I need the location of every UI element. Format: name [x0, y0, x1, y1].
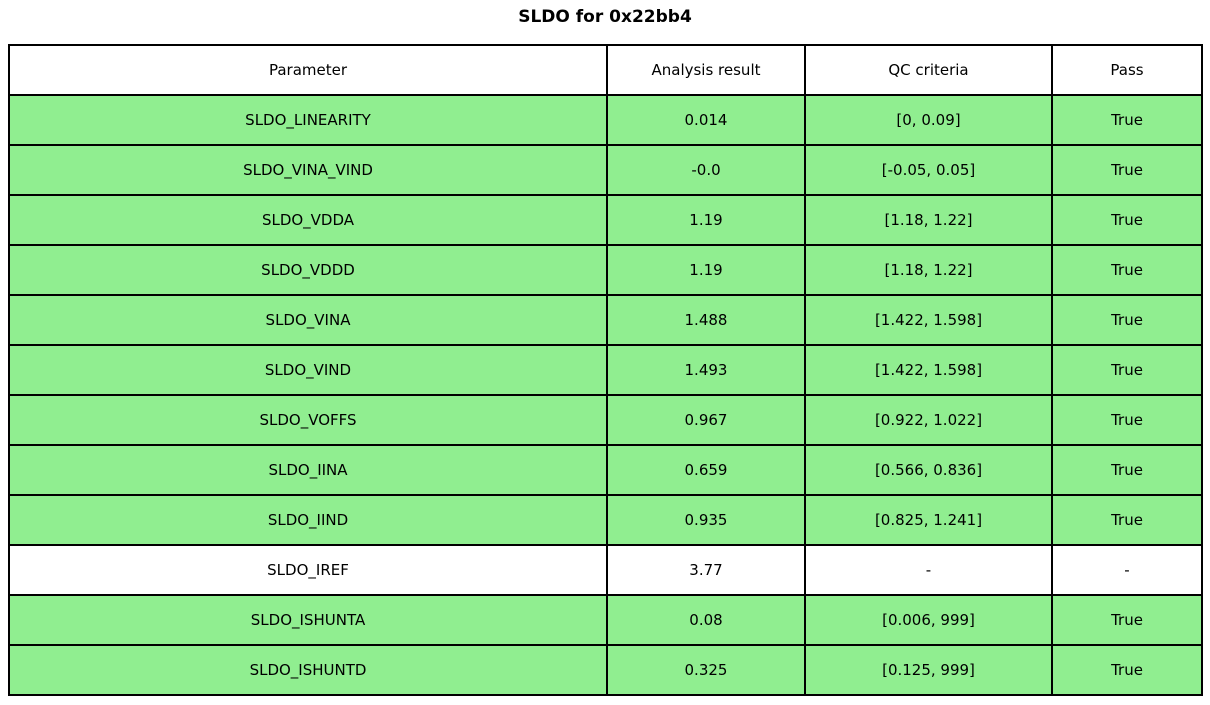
- table-row: SLDO_VOFFS 0.967 [0.922, 1.022] True: [8, 394, 1203, 446]
- pass-cell: True: [1051, 394, 1203, 446]
- header-qc-criteria: QC criteria: [804, 44, 1053, 96]
- result-cell: 1.493: [606, 344, 806, 396]
- criteria-cell: [0, 0.09]: [804, 94, 1053, 146]
- parameter-cell: SLDO_VDDD: [8, 244, 608, 296]
- parameter-cell: SLDO_ISHUNTA: [8, 594, 608, 646]
- pass-cell: True: [1051, 144, 1203, 196]
- criteria-cell: [0.006, 999]: [804, 594, 1053, 646]
- pass-cell: True: [1051, 644, 1203, 696]
- result-cell: 1.19: [606, 244, 806, 296]
- header-pass: Pass: [1051, 44, 1203, 96]
- table-row: SLDO_ISHUNTD 0.325 [0.125, 999] True: [8, 644, 1203, 696]
- parameter-cell: SLDO_IIND: [8, 494, 608, 546]
- table-row: SLDO_VDDA 1.19 [1.18, 1.22] True: [8, 194, 1203, 246]
- result-cell: 3.77: [606, 544, 806, 596]
- table-header: Parameter Analysis result QC criteria Pa…: [8, 44, 1203, 96]
- parameter-cell: SLDO_VIND: [8, 344, 608, 396]
- parameter-cell: SLDO_IINA: [8, 444, 608, 496]
- pass-cell: -: [1051, 544, 1203, 596]
- table-row: SLDO_IIND 0.935 [0.825, 1.241] True: [8, 494, 1203, 546]
- criteria-cell: -: [804, 544, 1053, 596]
- table-row: SLDO_ISHUNTA 0.08 [0.006, 999] True: [8, 594, 1203, 646]
- header-row: Parameter Analysis result QC criteria Pa…: [8, 44, 1203, 96]
- parameter-cell: SLDO_IREF: [8, 544, 608, 596]
- criteria-cell: [1.422, 1.598]: [804, 344, 1053, 396]
- criteria-cell: [0.825, 1.241]: [804, 494, 1053, 546]
- parameter-cell: SLDO_VINA_VIND: [8, 144, 608, 196]
- header-parameter: Parameter: [8, 44, 608, 96]
- pass-cell: True: [1051, 294, 1203, 346]
- criteria-cell: [0.125, 999]: [804, 644, 1053, 696]
- criteria-cell: [0.566, 0.836]: [804, 444, 1053, 496]
- result-cell: 1.488: [606, 294, 806, 346]
- result-cell: 0.014: [606, 94, 806, 146]
- criteria-cell: [-0.05, 0.05]: [804, 144, 1053, 196]
- pass-cell: True: [1051, 194, 1203, 246]
- table-body: SLDO_LINEARITY 0.014 [0, 0.09] True SLDO_VIN…: [8, 94, 1203, 696]
- table-row: SLDO_LINEARITY 0.014 [0, 0.09] True: [8, 94, 1203, 146]
- table-row: SLDO_VINA 1.488 [1.422, 1.598] True: [8, 294, 1203, 346]
- result-cell: 0.325: [606, 644, 806, 696]
- table-row: SLDO_IINA 0.659 [0.566, 0.836] True: [8, 444, 1203, 496]
- parameter-cell: SLDO_LINEARITY: [8, 94, 608, 146]
- table-row: SLDO_VIND 1.493 [1.422, 1.598] True: [8, 344, 1203, 396]
- header-analysis-result: Analysis result: [606, 44, 806, 96]
- criteria-cell: [1.18, 1.22]: [804, 244, 1053, 296]
- result-cell: 0.08: [606, 594, 806, 646]
- result-cell: 0.659: [606, 444, 806, 496]
- figure-title: SLDO for 0x22bb4: [518, 7, 692, 27]
- table-row: SLDO_IREF 3.77- -: [8, 544, 1203, 596]
- table-row: SLDO_VDDD 1.19 [1.18, 1.22] True: [8, 244, 1203, 296]
- result-cell: -0.0: [606, 144, 806, 196]
- result-cell: 0.935: [606, 494, 806, 546]
- parameter-cell: SLDO_VINA: [8, 294, 608, 346]
- pass-cell: True: [1051, 494, 1203, 546]
- pass-cell: True: [1051, 594, 1203, 646]
- parameter-cell: SLDO_ISHUNTD: [8, 644, 608, 696]
- pass-cell: True: [1051, 244, 1203, 296]
- parameter-cell: SLDO_VDDA: [8, 194, 608, 246]
- result-cell: 0.967: [606, 394, 806, 446]
- result-cell: 1.19: [606, 194, 806, 246]
- pass-cell: True: [1051, 444, 1203, 496]
- parameter-cell: SLDO_VOFFS: [8, 394, 608, 446]
- pass-cell: True: [1051, 94, 1203, 146]
- criteria-cell: [0.922, 1.022]: [804, 394, 1053, 446]
- pass-cell: True: [1051, 344, 1203, 396]
- criteria-cell: [1.18, 1.22]: [804, 194, 1053, 246]
- criteria-cell: [1.422, 1.598]: [804, 294, 1053, 346]
- table-row: SLDO_VINA_VIND -0.0 [-0.05, 0.05] True: [8, 144, 1203, 196]
- qc-table: Parameter Analysis result QC criteria Pa…: [8, 44, 1203, 696]
